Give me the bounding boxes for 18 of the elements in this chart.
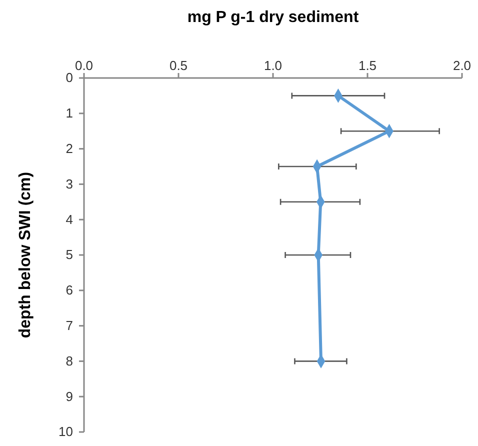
y-tick-label: 9 [66, 388, 73, 404]
x-axis-title: mg P g-1 dry sediment [187, 9, 360, 26]
x-tick-label: 1.5 [358, 58, 377, 73]
y-tick-label: 6 [66, 282, 73, 298]
y-tick-label: 3 [66, 176, 73, 192]
x-tick-label: 2.0 [452, 58, 472, 73]
y-axis-title: depth below SWI (cm) [17, 172, 34, 338]
y-tick-label: 8 [66, 353, 73, 368]
x-tick-label: 0.5 [169, 58, 188, 73]
y-tick-label: 2 [66, 140, 73, 156]
y-tick-label: 0 [66, 70, 73, 86]
y-tick-label: 4 [66, 212, 73, 227]
y-tick-label: 1 [66, 106, 73, 121]
y-tick-label: 5 [66, 247, 73, 262]
y-tick-label: 7 [66, 318, 73, 333]
y-tick-label: 10 [58, 424, 73, 440]
x-tick-label: 0.0 [74, 58, 94, 73]
x-tick-label: 1.0 [264, 58, 282, 73]
